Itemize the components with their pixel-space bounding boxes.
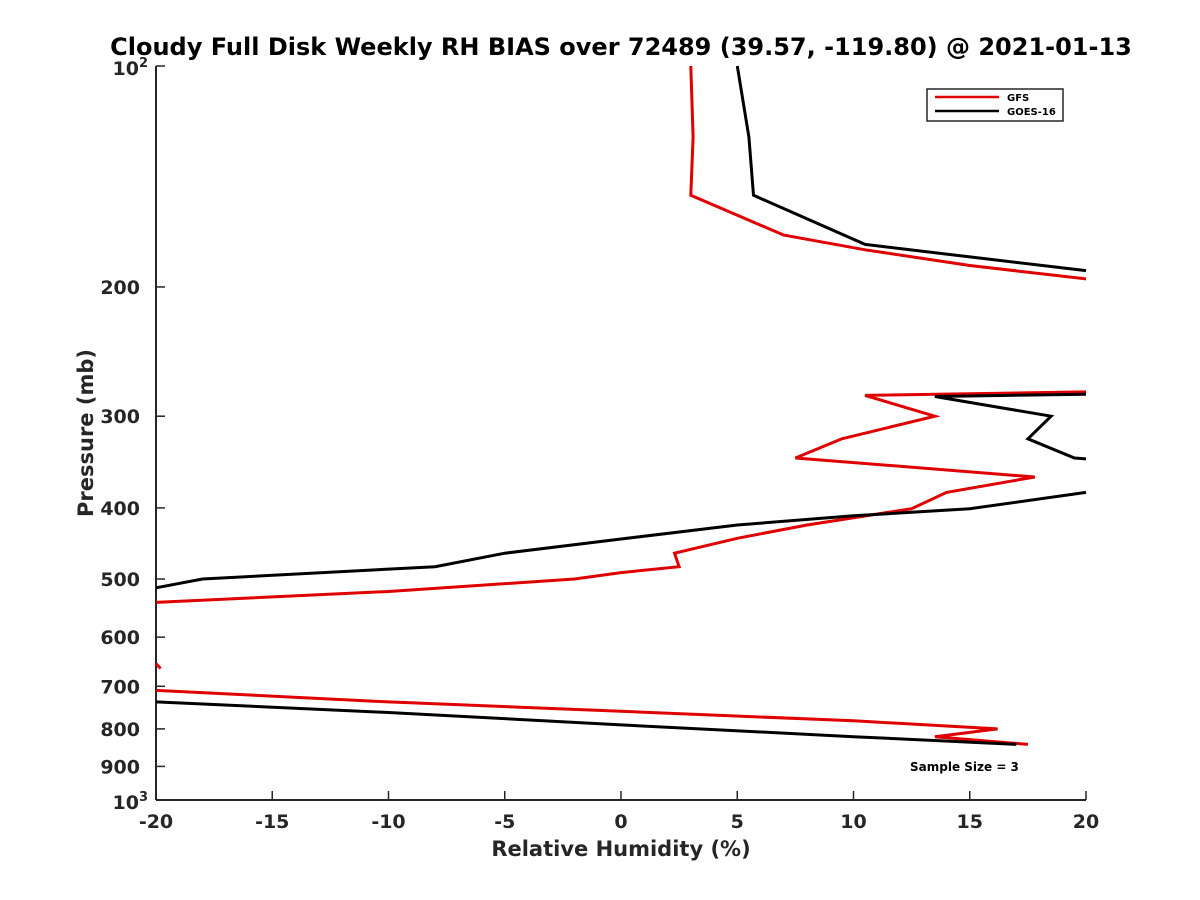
legend-label-gfs: GFS <box>1007 93 1029 104</box>
chart-title: Cloudy Full Disk Weekly RH BIAS over 724… <box>110 33 1132 61</box>
series-line-segment <box>934 392 1087 461</box>
series-line-segment <box>155 390 1087 604</box>
y-axis-ticks: 200 300 400 500 600 700 800 900 102 103 <box>100 56 165 814</box>
y-tick-label: 200 <box>100 277 140 299</box>
x-tick-label: 10 <box>840 811 866 833</box>
x-tick-label: 20 <box>1073 811 1099 833</box>
series-line-segment <box>735 65 1087 273</box>
series-line-segment <box>155 700 1017 746</box>
series-gfs <box>154 65 1087 746</box>
x-tick-label: -5 <box>494 811 515 833</box>
y-tick-label: 400 <box>100 498 140 520</box>
x-tick-label: -15 <box>255 811 289 833</box>
sample-size-annotation: Sample Size = 3 <box>910 760 1019 774</box>
x-axis-label: Relative Humidity (%) <box>491 837 750 861</box>
plot-area <box>155 66 1086 801</box>
legend: GFS GOES-16 <box>926 88 1064 122</box>
series-line-segment <box>689 65 1087 281</box>
y-tick-label: 600 <box>100 627 140 649</box>
legend-label-goes-16: GOES-16 <box>1007 107 1056 118</box>
x-tick-label: 0 <box>614 811 627 833</box>
x-tick-label: -20 <box>139 811 173 833</box>
y-axis-label: Pressure (mb) <box>74 349 98 517</box>
series-layer <box>154 65 1087 746</box>
series-goes-16 <box>155 65 1087 746</box>
y-tick-label: 500 <box>100 569 140 591</box>
y-tick-label: 300 <box>100 406 140 428</box>
y-tick-label: 800 <box>100 719 140 741</box>
y-decade-tick-label: 102 <box>113 56 149 80</box>
series-line-segment <box>154 662 162 670</box>
series-line-segment <box>155 688 1029 746</box>
legend-box <box>926 88 1064 122</box>
x-tick-label: -10 <box>371 811 405 833</box>
series-line-segment <box>155 490 1087 590</box>
y-tick-label: 900 <box>100 756 140 778</box>
x-axis-ticks: -20 -15 -10 -5 0 5 10 15 20 <box>139 791 1099 833</box>
x-tick-label: 15 <box>957 811 983 833</box>
y-tick-label: 700 <box>100 676 140 698</box>
y-decade-tick-label: 103 <box>113 790 149 814</box>
x-tick-label: 5 <box>731 811 744 833</box>
